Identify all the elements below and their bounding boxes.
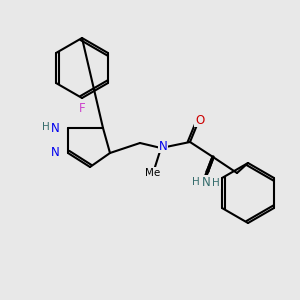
- Text: N: N: [51, 122, 60, 134]
- Text: Me: Me: [146, 168, 160, 178]
- Text: H: H: [192, 177, 200, 187]
- Text: O: O: [195, 113, 205, 127]
- Text: F: F: [79, 102, 85, 115]
- Text: H: H: [212, 178, 220, 188]
- Text: N: N: [51, 146, 60, 160]
- Text: N: N: [202, 176, 210, 188]
- Text: H: H: [42, 122, 50, 132]
- Text: N: N: [159, 140, 167, 152]
